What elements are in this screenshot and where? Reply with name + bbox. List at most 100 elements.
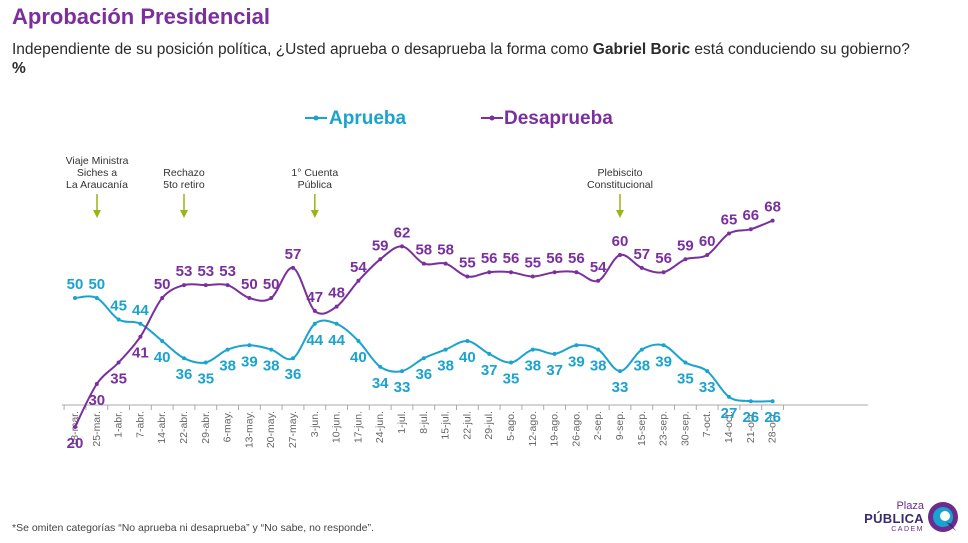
data-label-aprueba: 34 — [372, 375, 389, 392]
data-label-desaprueba: 35 — [110, 371, 127, 388]
x-tick-label: 7-abr. — [134, 411, 146, 438]
x-tick-label: 15-jul. — [440, 411, 452, 440]
point-aprueba — [312, 321, 317, 326]
data-label-aprueba: 27 — [721, 405, 738, 422]
annotation-label: Rechazo — [163, 167, 205, 179]
point-desaprueba — [618, 253, 622, 257]
data-label-desaprueba: 53 — [197, 263, 214, 280]
data-label-aprueba: 44 — [132, 302, 149, 319]
data-label-desaprueba: 50 — [154, 276, 171, 293]
data-label-desaprueba: 57 — [633, 246, 650, 263]
annotation-label: La Araucanía — [66, 179, 128, 191]
point-aprueba — [378, 364, 383, 369]
data-label-aprueba: 26 — [764, 409, 781, 426]
data-label-desaprueba: 56 — [568, 250, 585, 267]
point-desaprueba — [639, 265, 644, 270]
x-tick-label: 6-may. — [222, 411, 234, 442]
point-aprueba — [182, 356, 186, 361]
point-desaprueba — [203, 283, 208, 288]
data-label-desaprueba: 65 — [721, 212, 738, 229]
data-label-desaprueba: 20 — [67, 435, 84, 452]
data-label-aprueba: 39 — [241, 353, 258, 370]
point-desaprueba — [552, 270, 557, 275]
data-label-aprueba: 39 — [655, 353, 672, 370]
data-label-aprueba: 38 — [263, 358, 280, 375]
logo-icon — [928, 502, 958, 532]
x-tick-label: 29-abr. — [200, 411, 212, 444]
point-desaprueba — [225, 283, 230, 288]
annotation-label: Siches a — [77, 167, 117, 179]
point-aprueba — [94, 296, 99, 300]
point-desaprueba — [705, 253, 710, 257]
x-tick-label: 7-oct. — [701, 411, 713, 437]
x-tick-label: 20-may. — [265, 411, 277, 448]
point-desaprueba — [138, 334, 143, 339]
data-label-desaprueba: 54 — [350, 259, 367, 276]
x-tick-label: 19-ago. — [549, 411, 561, 447]
data-label-desaprueba: 59 — [677, 237, 694, 254]
x-tick-label: 1-jul. — [396, 411, 408, 434]
x-tick-label: 10-jun. — [331, 411, 343, 443]
point-aprueba — [618, 369, 622, 374]
data-label-aprueba: 33 — [394, 379, 411, 396]
data-label-desaprueba: 48 — [328, 285, 345, 302]
x-tick-label: 15-sep. — [636, 411, 648, 446]
point-desaprueba — [748, 227, 753, 232]
data-label-desaprueba: 60 — [612, 233, 629, 250]
legend-desaprueba-label: Desaprueba — [504, 108, 613, 129]
legend-aprueba-label: Aprueba — [329, 108, 407, 129]
data-label-desaprueba: 58 — [415, 242, 432, 259]
x-tick-label: 13-may. — [243, 411, 255, 448]
data-label-desaprueba: 53 — [176, 263, 193, 280]
point-aprueba — [400, 369, 404, 374]
point-aprueba — [509, 360, 513, 365]
point-aprueba — [574, 343, 579, 348]
chart-subtitle: Independiente de su posición política, ¿… — [12, 40, 912, 78]
data-label-aprueba: 38 — [633, 358, 650, 375]
point-desaprueba — [116, 360, 121, 365]
point-aprueba — [639, 347, 644, 352]
point-desaprueba — [247, 296, 252, 300]
data-label-desaprueba: 41 — [132, 345, 149, 362]
point-desaprueba — [487, 270, 492, 275]
data-label-aprueba: 38 — [590, 358, 607, 375]
data-label-aprueba: 35 — [503, 371, 520, 388]
point-aprueba — [705, 369, 710, 374]
point-aprueba — [596, 347, 601, 352]
x-tick-label: 9-sep. — [614, 411, 626, 440]
x-tick-label: 12-ago. — [527, 411, 539, 447]
point-aprueba — [73, 296, 77, 300]
data-label-aprueba: 37 — [546, 362, 563, 379]
point-aprueba — [530, 347, 535, 352]
subtitle-text-1: Independiente de su posición política, ¿… — [12, 41, 593, 58]
point-desaprueba — [160, 296, 165, 300]
legend-aprueba-marker — [313, 115, 319, 121]
data-label-aprueba: 36 — [415, 366, 432, 383]
x-tick-label: 14-abr. — [156, 411, 168, 444]
point-desaprueba — [356, 278, 361, 283]
point-desaprueba — [400, 244, 404, 249]
subtitle-text-2: está conduciendo su gobierno? — [690, 41, 910, 58]
logo-line-3: CADEM — [891, 526, 924, 533]
data-label-aprueba: 37 — [481, 362, 498, 379]
x-tick-label: 5-ago. — [505, 411, 517, 441]
data-label-desaprueba: 56 — [546, 250, 563, 267]
data-label-desaprueba: 66 — [742, 207, 759, 224]
data-label-desaprueba: 55 — [524, 255, 541, 272]
data-label-aprueba: 35 — [677, 371, 694, 388]
data-label-aprueba: 38 — [219, 358, 236, 375]
logo-line-2: PÚBLICA — [864, 511, 924, 526]
point-aprueba — [770, 399, 775, 404]
annotation-label: Pública — [298, 179, 333, 191]
point-aprueba — [356, 339, 361, 343]
point-desaprueba — [465, 274, 470, 279]
data-label-aprueba: 40 — [154, 349, 171, 366]
point-aprueba — [203, 360, 208, 365]
point-aprueba — [683, 360, 688, 365]
data-label-desaprueba: 59 — [372, 237, 389, 254]
point-desaprueba — [421, 261, 426, 266]
data-label-desaprueba: 58 — [437, 242, 454, 259]
data-label-aprueba: 44 — [328, 332, 345, 349]
x-tick-label: 22-abr. — [178, 411, 190, 444]
point-desaprueba — [312, 308, 317, 313]
